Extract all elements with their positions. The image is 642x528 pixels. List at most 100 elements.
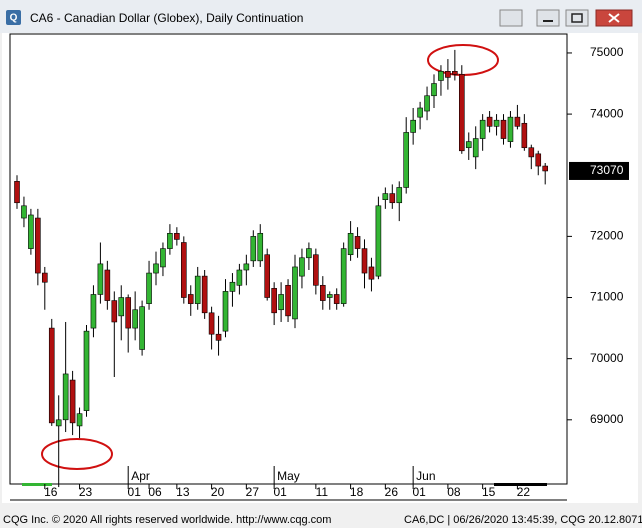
x-tick-label: 01 [273,485,287,499]
candle-body [111,300,118,323]
candle-body [160,248,166,268]
y-tick-label: 72000 [590,229,624,243]
candle-body [354,236,361,249]
candle-body [118,297,125,317]
candle-body [319,284,326,301]
candle-body [507,116,514,142]
candle-body [243,263,250,271]
x-tick-label: 26 [385,485,399,499]
month-label: Jun [416,469,435,483]
candle-body [48,327,55,424]
candle-body [452,70,458,75]
candle-body [375,205,382,277]
candle-body [458,74,465,152]
app-icon [6,10,21,25]
x-tick-label: 20 [211,485,225,499]
candle-body [104,269,111,301]
candle-body [201,275,208,314]
plot-area [9,33,568,485]
candle-body [486,116,493,127]
candle-body [438,70,444,81]
close-glyph [608,13,620,23]
month-label: May [277,469,300,483]
candle-body [222,291,229,332]
candle-body [368,266,375,280]
candle-body [271,288,277,314]
candle-body [229,281,236,292]
time-bar-green [22,483,52,486]
candle-body [236,269,243,286]
window-title: CA6 - Canadian Dollar (Globex), Daily Co… [30,11,303,25]
candle-body [514,116,521,127]
x-tick-label: 01 [412,485,426,499]
candle-body [125,297,131,329]
link-button[interactable] [499,9,523,27]
candle-body [493,119,500,127]
candle-body [208,312,215,335]
candle-body [28,214,34,249]
y-tick-label: 69000 [590,412,624,426]
title-bar [0,0,642,33]
candle-body [187,294,194,304]
candle-body [389,193,396,204]
x-tick-label: 18 [350,485,364,499]
candle-body [500,119,507,139]
candle-body [403,132,410,188]
candle-body [292,266,298,320]
candle-body [69,379,76,424]
candle-body [465,141,472,149]
candle-body [215,333,222,341]
candle-body [83,330,90,411]
candle-body [340,248,347,304]
candle-body [410,119,416,133]
candle-body [424,95,430,112]
candle-body [146,272,152,304]
candle-body [21,205,27,219]
x-tick-label: 16 [44,485,58,499]
maximize-button[interactable] [565,9,589,27]
last-price-label: 73070 [590,163,624,177]
y-tick-label: 71000 [590,290,624,304]
candle-body [257,233,264,262]
candle-body [542,165,549,172]
y-tick-label: 75000 [590,45,624,59]
last-price-box [569,161,629,180]
candle-body [326,294,333,298]
candle-body [528,147,535,158]
candle-body [264,254,271,298]
candle-body [472,138,479,158]
candle-body [285,284,291,317]
x-tick-label: 01 [128,485,142,499]
candle-body [35,217,41,274]
x-tick-label: 27 [246,485,260,499]
candle-body [97,263,104,295]
candle-body [250,236,257,262]
candle-body [479,119,486,139]
y-tick-label: 74000 [590,106,624,120]
candle-body [41,272,48,283]
candle-body [132,309,138,329]
candle-body [299,257,305,277]
candle-body [313,254,319,286]
y-tick-label: 70000 [590,351,624,365]
candle-body [62,373,69,421]
candle-body [382,193,389,200]
candle-body [535,153,542,167]
candle-body [431,83,437,97]
candle-body [153,263,159,274]
x-tick-label: 22 [517,485,531,499]
candle-body [361,248,368,274]
candle-body [76,413,83,427]
time-bar-black [494,483,547,486]
candle-body [417,107,423,118]
candle-body [445,70,451,78]
maximize-glyph [571,13,583,23]
app-icon-glyph: Q [10,13,18,24]
candle-body [174,233,180,240]
month-label: Apr [131,469,150,483]
x-tick-label: 13 [176,485,190,499]
x-tick-label: 08 [447,485,461,499]
candle-body [396,187,403,204]
minimize-button[interactable] [536,9,560,27]
